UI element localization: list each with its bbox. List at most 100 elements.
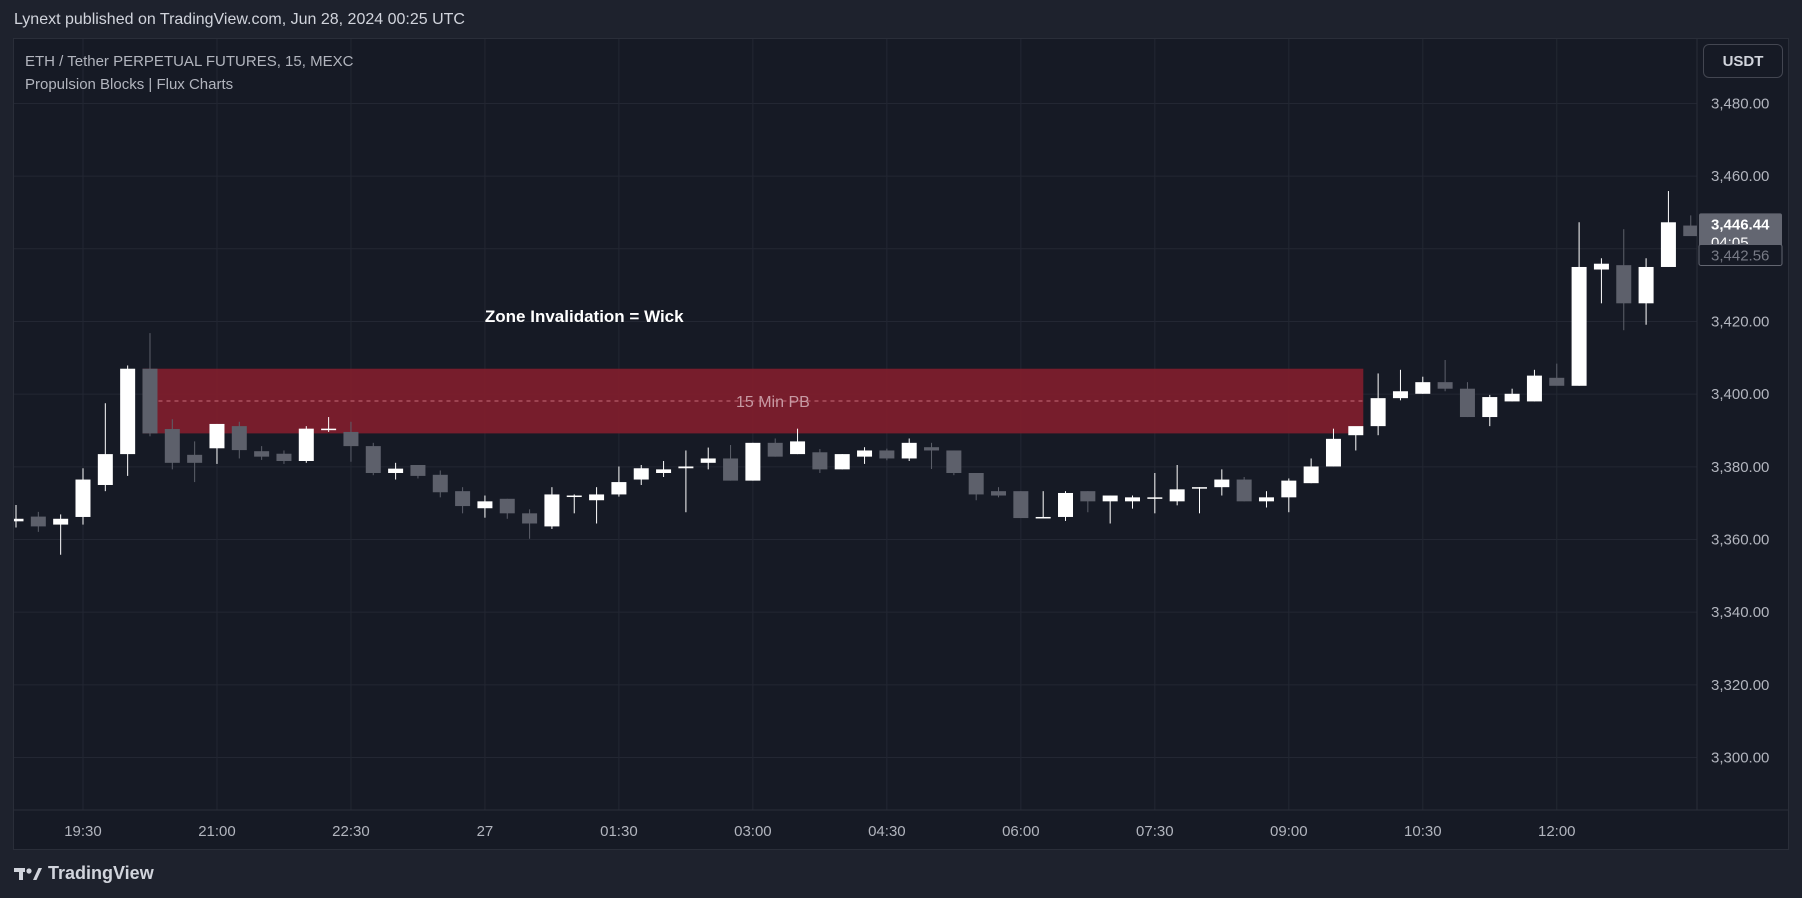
candle-body[interactable] [857, 450, 873, 457]
candle-body[interactable] [298, 428, 314, 462]
candle-body[interactable] [544, 494, 560, 527]
candle-body[interactable] [879, 450, 895, 459]
candle-body[interactable] [1102, 495, 1118, 502]
candle-body[interactable] [834, 454, 850, 470]
candle-body[interactable] [1169, 489, 1185, 502]
candle-body[interactable] [723, 458, 739, 481]
candle-body[interactable] [1482, 397, 1498, 418]
candle-body[interactable] [75, 479, 91, 517]
candle-body[interactable] [53, 518, 69, 525]
y-tick-label: 3,420.00 [1711, 313, 1769, 330]
symbol-title[interactable]: ETH / Tether PERPETUAL FUTURES, 15, MEXC [25, 53, 354, 70]
candle-body[interactable] [1683, 225, 1698, 237]
candle-body[interactable] [924, 447, 940, 451]
candle-body[interactable] [1638, 266, 1654, 304]
candle-body[interactable] [432, 474, 448, 493]
candle-body[interactable] [901, 442, 917, 459]
candle-body[interactable] [9, 518, 24, 522]
candle-body[interactable] [656, 469, 672, 473]
candle-body[interactable] [946, 450, 962, 473]
candle-body[interactable] [812, 452, 828, 470]
candle-body[interactable] [968, 472, 984, 495]
candle-body[interactable] [1526, 375, 1542, 402]
candle-body[interactable] [678, 466, 694, 469]
candle-body[interactable] [1058, 492, 1074, 517]
candle-body[interactable] [499, 498, 515, 514]
candle-body[interactable] [589, 494, 605, 501]
tradingview-logo[interactable]: TradingView [14, 863, 154, 884]
candle-body[interactable] [1660, 222, 1676, 267]
candle-body[interactable] [1415, 382, 1431, 394]
y-tick-label: 3,480.00 [1711, 95, 1769, 112]
candle-body[interactable] [343, 431, 359, 447]
zone-label: 15 Min PB [736, 394, 810, 411]
candle-body[interactable] [1013, 491, 1029, 519]
candle-body[interactable] [388, 468, 404, 473]
candle-body[interactable] [1437, 382, 1453, 389]
publish-bar: Lynext published on TradingView.com, Jun… [0, 0, 1802, 38]
candle-body[interactable] [1348, 426, 1364, 436]
candle-body[interactable] [1125, 497, 1140, 502]
candle-body[interactable] [1080, 491, 1096, 502]
candle-body[interactable] [1370, 398, 1386, 427]
candle-body[interactable] [321, 428, 337, 431]
candle-body[interactable] [1459, 388, 1475, 418]
candle-body[interactable] [120, 368, 136, 455]
candle-body[interactable] [790, 441, 806, 455]
candle-body[interactable] [30, 516, 46, 527]
currency-button[interactable]: USDT [1703, 44, 1783, 78]
x-tick-label: 21:00 [198, 823, 236, 840]
candle-body[interactable] [1258, 497, 1274, 502]
candle-body[interactable] [611, 482, 627, 495]
candle-body[interactable] [1035, 516, 1051, 519]
candle-body[interactable] [164, 429, 180, 463]
last-price-value: 3,446.44 [1711, 216, 1770, 233]
secondary-price-label-bg [1698, 244, 1783, 267]
candle-body[interactable] [566, 495, 582, 498]
candle-body[interactable] [1236, 479, 1252, 502]
footer [0, 850, 1802, 898]
x-tick-label: 01:30 [600, 823, 638, 840]
x-tick-label: 19:30 [64, 823, 102, 840]
candle-body[interactable] [1392, 391, 1408, 399]
candle-body[interactable] [633, 468, 649, 480]
candle-body[interactable] [991, 491, 1007, 496]
candle-body[interactable] [410, 465, 426, 476]
x-tick-label: 12:00 [1538, 823, 1576, 840]
candle-body[interactable] [1593, 263, 1609, 270]
candle-body[interactable] [1549, 377, 1565, 386]
candle-body[interactable] [1303, 466, 1319, 484]
candle-body[interactable] [231, 426, 247, 451]
candle-body[interactable] [187, 454, 203, 463]
secondary-price-value: 3,442.56 [1711, 248, 1769, 265]
candle-body[interactable] [1214, 479, 1230, 488]
candle-body[interactable] [365, 446, 381, 473]
candle-body[interactable] [1281, 480, 1297, 498]
candle-body[interactable] [477, 501, 493, 509]
candle-body[interactable] [700, 458, 716, 463]
x-tick-label: 04:30 [868, 823, 906, 840]
candle-body[interactable] [276, 453, 292, 462]
candle-body[interactable] [209, 423, 225, 449]
y-tick-label: 3,380.00 [1711, 459, 1769, 476]
candle-body[interactable] [1147, 497, 1163, 499]
candle-body[interactable] [142, 368, 158, 434]
indicator-title[interactable]: Propulsion Blocks | Flux Charts [25, 76, 234, 93]
candle-body[interactable] [455, 491, 471, 507]
candle-body[interactable] [1325, 438, 1341, 467]
candle-body[interactable] [1191, 487, 1207, 489]
candle-body[interactable] [745, 442, 761, 481]
candle-body[interactable] [522, 513, 538, 524]
candle-body[interactable] [767, 442, 783, 457]
candle-body[interactable] [97, 454, 113, 485]
y-tick-label: 3,300.00 [1711, 750, 1769, 767]
zone-invalidation-annotation: Zone Invalidation = Wick [485, 307, 684, 326]
tradingview-logo-icon [14, 867, 42, 880]
candle-body[interactable] [1571, 266, 1587, 386]
candle-body[interactable] [1504, 393, 1520, 402]
y-tick-label: 3,340.00 [1711, 604, 1769, 621]
candle-body[interactable] [254, 451, 270, 457]
publish-info: Lynext published on TradingView.com, Jun… [14, 11, 465, 28]
candle-body[interactable] [1616, 265, 1632, 304]
